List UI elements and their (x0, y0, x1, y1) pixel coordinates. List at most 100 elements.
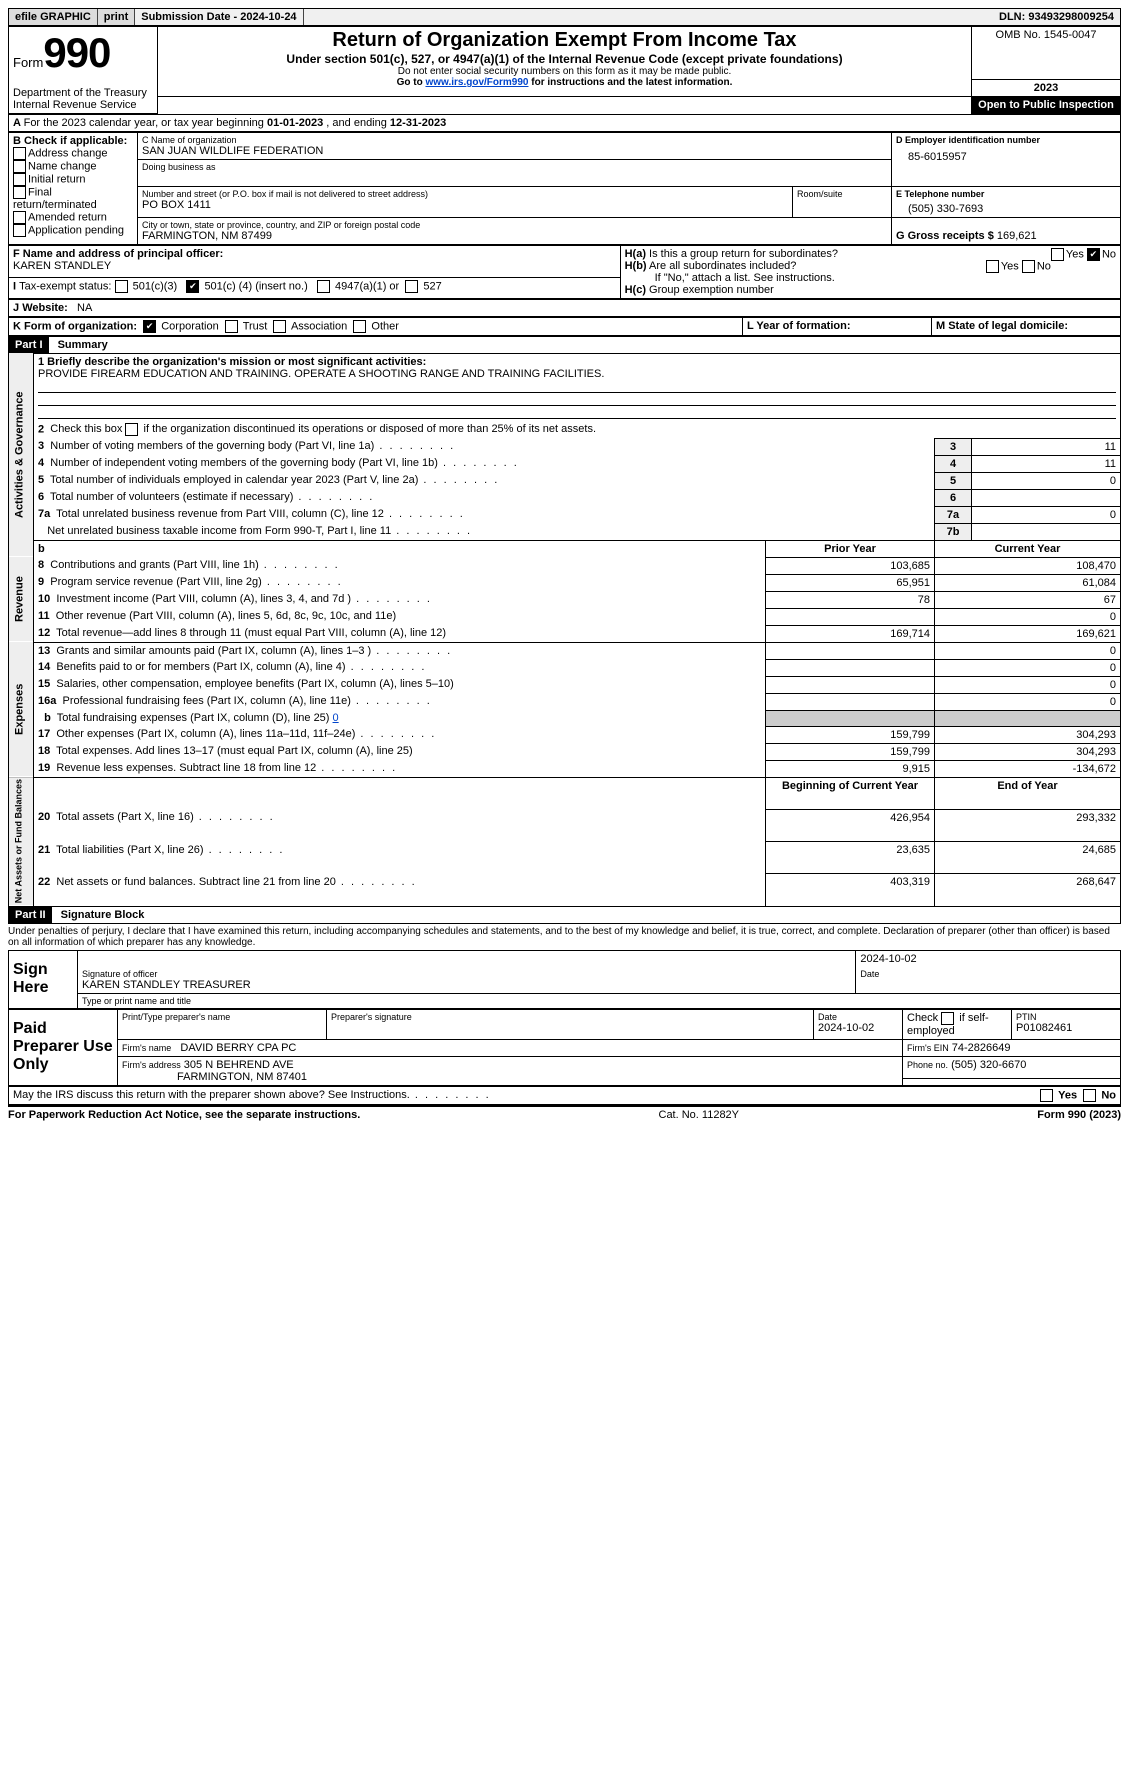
ha-yes-checkbox[interactable] (1051, 248, 1064, 261)
name-change-checkbox[interactable] (13, 160, 26, 173)
initial-return-checkbox[interactable] (13, 173, 26, 186)
line4-box: 4 (935, 455, 972, 472)
l16bp (766, 710, 935, 726)
l14c: 0 (935, 659, 1121, 676)
omb-cell: OMB No. 1545-0047 (972, 27, 1121, 80)
final-return-checkbox[interactable] (13, 186, 26, 199)
discontinued-checkbox[interactable] (125, 423, 138, 436)
tax-year: 2023 (972, 79, 1121, 96)
l17p: 159,799 (766, 726, 935, 743)
l15c: 0 (935, 676, 1121, 693)
h-a: H(a) Is this a group return for subordin… (625, 248, 1116, 260)
dln: DLN: 93493298009254 (993, 9, 1120, 25)
trust-label: Trust (243, 320, 268, 332)
l13n: 13 (38, 645, 50, 657)
self-employed-checkbox[interactable] (941, 1012, 954, 1025)
room-label: Room/suite (797, 189, 887, 199)
line7a-val: 0 (972, 506, 1121, 523)
perjury-declaration: Under penalties of perjury, I declare th… (8, 924, 1121, 950)
amended-return-checkbox[interactable] (13, 211, 26, 224)
l8n: 8 (38, 559, 44, 571)
other-checkbox[interactable] (353, 320, 366, 333)
e-label: E Telephone number (896, 189, 1116, 199)
501c-post: ) (insert no.) (248, 281, 307, 293)
l16at: Professional fundraising fees (Part IX, … (62, 695, 431, 707)
side-net-assets: Net Assets or Fund Balances (9, 777, 34, 906)
firm-ein: 74-2826649 (952, 1042, 1011, 1054)
q1-label: 1 Briefly describe the organization's mi… (38, 356, 426, 368)
l16bn: b (44, 712, 51, 724)
firm-addr1: 305 N BEHREND AVE (184, 1059, 294, 1071)
beg-year-header: Beginning of Current Year (766, 777, 935, 809)
line3-val: 11 (972, 438, 1121, 455)
hb-yes-checkbox[interactable] (986, 260, 999, 273)
m-label: M State of legal domicile: (936, 320, 1068, 332)
i-label: Tax-exempt status: (19, 281, 111, 293)
4947-label: 4947(a)(1) or (335, 281, 399, 293)
instructions-link[interactable]: www.irs.gov/Form990 (425, 77, 528, 88)
line5-val: 0 (972, 472, 1121, 489)
l12c: 169,621 (935, 625, 1121, 642)
l12p: 169,714 (766, 625, 935, 642)
pp-name-label: Print/Type preparer's name (122, 1012, 322, 1022)
print-button[interactable]: print (98, 9, 135, 25)
trust-checkbox[interactable] (225, 320, 238, 333)
l14n: 14 (38, 661, 50, 673)
application-pending-label: Application pending (28, 224, 124, 236)
l9c: 61,084 (935, 574, 1121, 591)
application-pending-checkbox[interactable] (13, 224, 26, 237)
hb-no-checkbox[interactable] (1022, 260, 1035, 273)
line-a-mid: , and ending (323, 117, 390, 129)
line7b-val (972, 523, 1121, 540)
current-year-header: Current Year (935, 540, 1121, 557)
sig-officer-label: Signature of officer (82, 969, 851, 979)
l10p: 78 (766, 591, 935, 608)
d-label: D Employer identification number (896, 135, 1116, 145)
sign-here-label: Sign Here (9, 950, 78, 1008)
side-expenses: Expenses (9, 642, 34, 777)
l9n: 9 (38, 576, 44, 588)
l16ap (766, 693, 935, 710)
address-change-checkbox[interactable] (13, 147, 26, 160)
omb-number: 1545-0047 (1044, 29, 1097, 41)
line4-val: 11 (972, 455, 1121, 472)
line6-box: 6 (935, 489, 972, 506)
h-a-text: Is this a group return for subordinates? (649, 248, 838, 260)
city-label: City or town, state or province, country… (142, 220, 887, 230)
name-change-label: Name change (28, 160, 97, 172)
efile-graphic-button[interactable]: efile GRAPHIC (9, 9, 98, 25)
l20t: Total assets (Part X, line 16) (56, 811, 274, 823)
corp-checkbox[interactable] (143, 320, 156, 333)
q2-text: Check this box if the organization disco… (50, 423, 596, 435)
l19p: 9,915 (766, 760, 935, 777)
l13p (766, 642, 935, 659)
ha-no-label: No (1102, 248, 1116, 260)
l8c: 108,470 (935, 557, 1121, 574)
b-label: B Check if applicable: (13, 135, 133, 147)
line5-no: 5 (38, 474, 44, 486)
discuss-no-checkbox[interactable] (1083, 1089, 1096, 1102)
501c-pre: 501(c) ( (204, 281, 242, 293)
l12t: Total revenue—add lines 8 through 11 (mu… (56, 627, 446, 639)
assoc-checkbox[interactable] (273, 320, 286, 333)
assoc-label: Association (291, 320, 347, 332)
527-checkbox[interactable] (405, 280, 418, 293)
h-b-text: Are all subordinates included? (649, 260, 796, 272)
501c3-checkbox[interactable] (115, 280, 128, 293)
firm-ein-label: Firm's EIN (907, 1043, 949, 1053)
l19c: -134,672 (935, 760, 1121, 777)
l19n: 19 (38, 762, 50, 774)
sig-date: 2024-10-02 (856, 950, 1121, 967)
4947-checkbox[interactable] (317, 280, 330, 293)
principal-officer: KAREN STANDLEY (13, 260, 616, 272)
k-label: K Form of organization: (13, 320, 137, 332)
line7a-text: Total unrelated business revenue from Pa… (56, 508, 465, 520)
501c-checkbox[interactable] (186, 280, 199, 293)
l18t: Total expenses. Add lines 13–17 (must eq… (56, 745, 412, 757)
ptin-label: PTIN (1016, 1012, 1116, 1022)
discuss-yes-label: Yes (1058, 1089, 1077, 1101)
firm-name-label: Firm's name (122, 1043, 171, 1053)
g-label: G Gross receipts $ (896, 230, 997, 242)
ha-no-checkbox[interactable] (1087, 248, 1100, 261)
discuss-yes-checkbox[interactable] (1040, 1089, 1053, 1102)
